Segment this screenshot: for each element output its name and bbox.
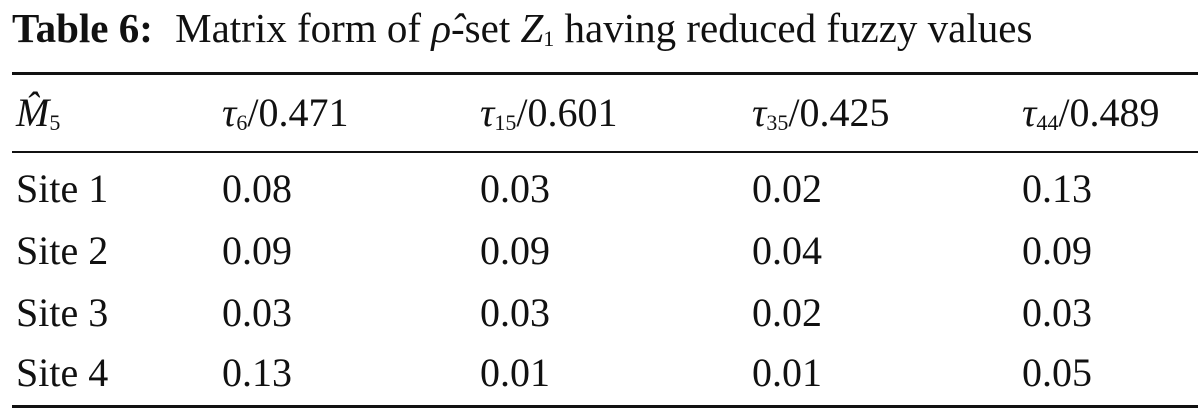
header-rest: /0.601 — [516, 90, 618, 135]
table-cell: 0.03 — [480, 290, 550, 335]
table-cell: 0.01 — [480, 350, 550, 395]
header-cell: τ35/0.425 — [752, 88, 889, 148]
header-rest: /0.471 — [247, 90, 349, 135]
row-label: Site 2 — [16, 228, 109, 273]
header-sub: 6 — [236, 110, 248, 135]
row-label: Site 3 — [16, 290, 109, 335]
header-cell: τ44/0.489 — [1022, 88, 1159, 148]
header-cell: τ15/0.601 — [480, 88, 617, 148]
caption-text: having reduced fuzzy values — [564, 5, 1033, 51]
table-cell: 0.03 — [480, 166, 550, 211]
table-cell: 0.02 — [752, 290, 822, 335]
header-sub: 44 — [1036, 110, 1059, 135]
table-cell: 0.13 — [222, 350, 292, 395]
table-cell: 0.03 — [222, 290, 292, 335]
caption-symbol: ρ̂ — [431, 5, 452, 51]
table-cell: 0.05 — [1022, 350, 1092, 395]
caption-set-symbol: Z — [520, 5, 544, 51]
top-rule — [12, 72, 1198, 75]
table-cell: 0.09 — [1022, 228, 1092, 273]
header-sub: 5 — [49, 110, 61, 135]
table-cell: 0.09 — [480, 228, 550, 273]
header-symbol: τ — [222, 90, 237, 135]
mid-rule — [12, 151, 1198, 153]
table-cell: 0.08 — [222, 166, 292, 211]
caption-text: Matrix form of — [175, 5, 422, 51]
header-rest: /0.425 — [788, 90, 890, 135]
table-cell: 0.02 — [752, 166, 822, 211]
header-cell: M̂5 — [16, 88, 60, 148]
row-label: Site 1 — [16, 166, 109, 211]
caption-label: Table 6: — [12, 5, 153, 51]
header-symbol: τ — [1022, 90, 1037, 135]
table-cell: 0.03 — [1022, 290, 1092, 335]
table-cell: 0.09 — [222, 228, 292, 273]
row-label: Site 4 — [16, 350, 109, 395]
table-cell: 0.13 — [1022, 166, 1092, 211]
header-symbol: M̂ — [16, 90, 50, 135]
header-sub: 15 — [494, 110, 517, 135]
header-rest: /0.489 — [1058, 90, 1160, 135]
table-caption: Table 6: Matrix form of ρ̂-set Z1 having… — [12, 4, 1032, 52]
table-cell: 0.01 — [752, 350, 822, 395]
header-symbol: τ — [480, 90, 495, 135]
header-cell: τ6/0.471 — [222, 88, 348, 148]
caption-text: -set — [451, 5, 511, 51]
header-sub: 35 — [766, 110, 789, 135]
bottom-rule — [12, 405, 1198, 408]
header-symbol: τ — [752, 90, 767, 135]
caption-set-sub: 1 — [543, 26, 555, 51]
table-cell: 0.04 — [752, 228, 822, 273]
